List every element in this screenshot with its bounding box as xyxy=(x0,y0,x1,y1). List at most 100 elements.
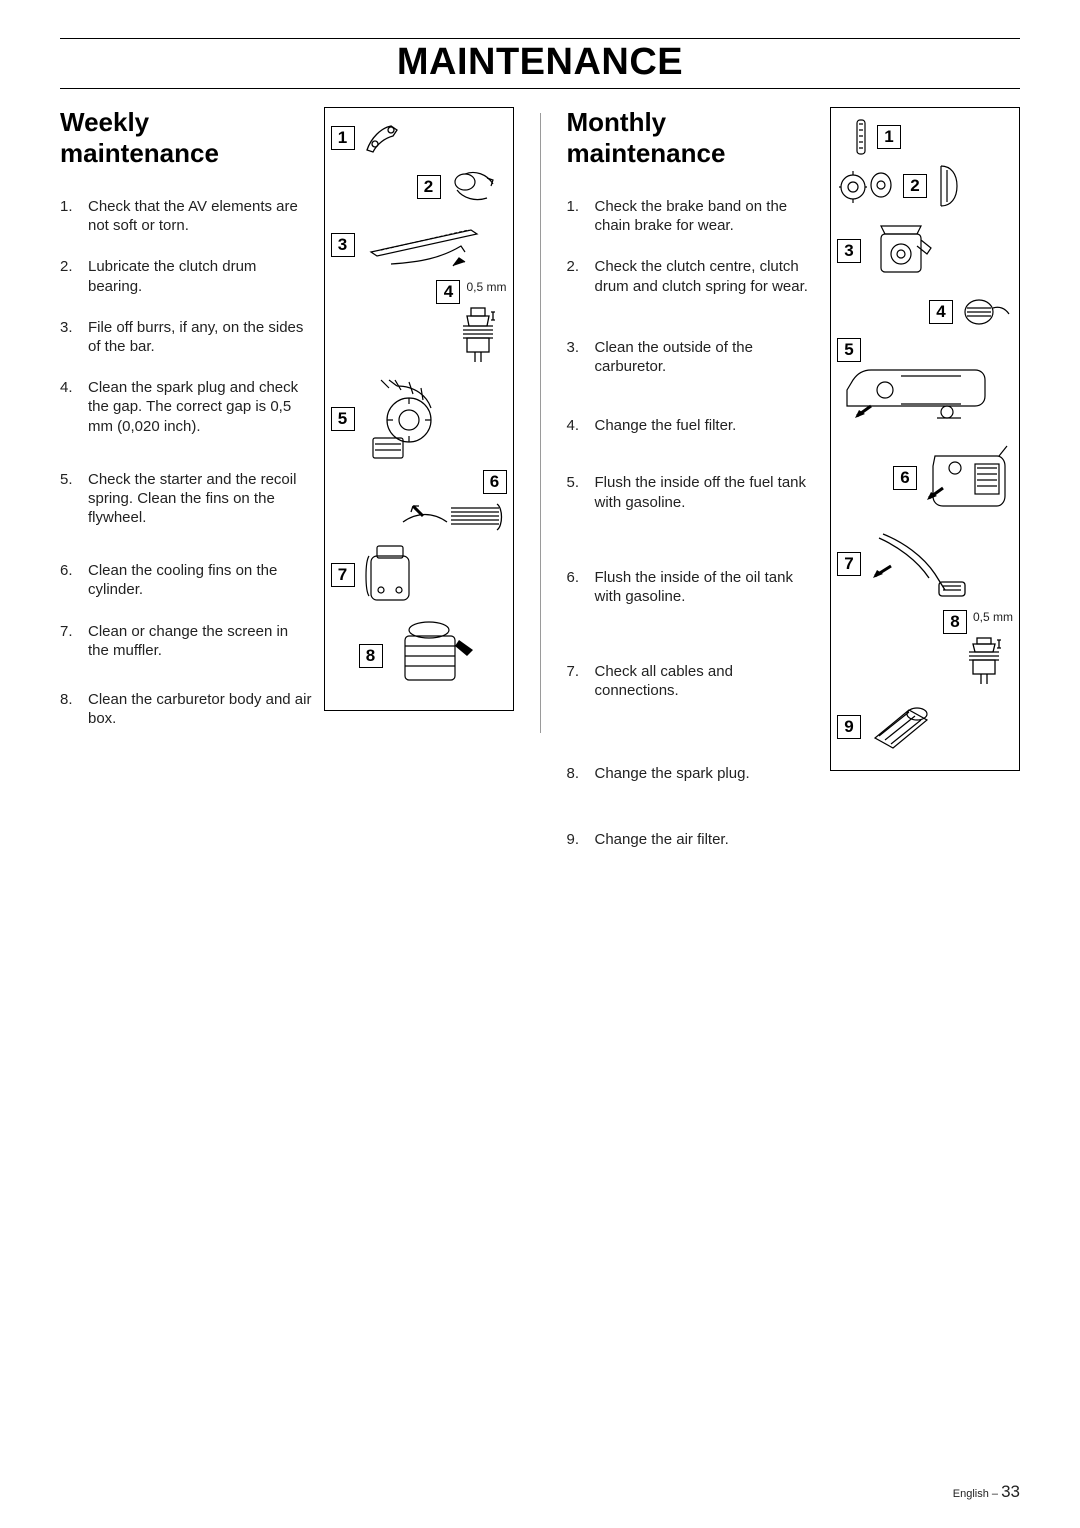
list-item: 8.Clean the carburetor body and air box. xyxy=(60,690,312,728)
figure-item: 2 xyxy=(837,162,1013,210)
figure-number-box: 5 xyxy=(331,407,355,431)
air-filter-icon xyxy=(867,698,937,756)
figure-number-box: 6 xyxy=(893,466,917,490)
figure-number-box: 3 xyxy=(837,239,861,263)
figure-number-box: 6 xyxy=(483,470,507,494)
monthly-column: Monthly maintenance 1.Check the brake ba… xyxy=(567,107,1021,897)
weekly-title: Weekly maintenance xyxy=(60,107,312,169)
list-item: 2.Check the clutch centre, clutch drum a… xyxy=(567,257,819,295)
list-number: 6. xyxy=(567,568,595,606)
list-text: Flush the inside off the fuel tank with … xyxy=(595,473,819,511)
fuel-filter-icon xyxy=(959,292,1013,332)
list-text: Check the brake band on the chain brake … xyxy=(595,197,819,235)
list-text: Clean the spark plug and check the gap. … xyxy=(88,378,312,436)
list-number: 5. xyxy=(567,473,595,511)
brake-band-icon xyxy=(853,118,871,156)
list-item: 2.Lubricate the clutch drum bearing. xyxy=(60,257,312,295)
figure-item xyxy=(837,362,1013,432)
figure-item: 7 xyxy=(331,540,507,610)
list-number: 3. xyxy=(60,318,88,356)
file-bar-icon xyxy=(361,216,491,274)
muffler-screen-icon xyxy=(361,540,421,610)
av-element-icon xyxy=(361,118,411,158)
monthly-text: Monthly maintenance 1.Check the brake ba… xyxy=(567,107,819,897)
list-number: 1. xyxy=(567,197,595,235)
weekly-figure-box: 1 2 xyxy=(324,107,514,711)
list-item: 7.Clean or change the screen in the muff… xyxy=(60,622,312,660)
figure-item: 2 xyxy=(331,164,507,210)
list-text: Change the spark plug. xyxy=(595,764,819,783)
list-item: 3.Clean the outside of the carburetor. xyxy=(567,338,819,376)
list-text: Lubricate the clutch drum bearing. xyxy=(88,257,312,295)
spark-plug-icon xyxy=(955,636,1013,692)
list-item: 1.Check the brake band on the chain brak… xyxy=(567,197,819,235)
page-footer: English – 33 xyxy=(953,1482,1020,1502)
list-item: 1.Check that the AV elements are not sof… xyxy=(60,197,312,235)
figure-number-box: 8 xyxy=(943,610,967,634)
list-text: Clean the outside of the carburetor. xyxy=(595,338,819,376)
figure-item xyxy=(331,306,507,368)
weekly-column: Weekly maintenance 1.Check that the AV e… xyxy=(60,107,514,897)
list-item: 4.Change the fuel filter. xyxy=(567,416,819,435)
list-number: 7. xyxy=(60,622,88,660)
figure-number-box: 4 xyxy=(436,280,460,304)
figure-item xyxy=(837,636,1013,692)
figure-number-box: 2 xyxy=(417,175,441,199)
figure-number-box: 3 xyxy=(331,233,355,257)
list-text: Change the fuel filter. xyxy=(595,416,819,435)
figure-item: 4 xyxy=(837,292,1013,332)
figure-item: 5 xyxy=(331,374,507,464)
starter-flywheel-icon xyxy=(361,374,481,464)
headline-rule-wrap: MAINTENANCE xyxy=(60,38,1020,89)
list-text: Clean the carburetor body and air box. xyxy=(88,690,312,728)
list-text: Check the clutch centre, clutch drum and… xyxy=(595,257,819,295)
list-number: 4. xyxy=(567,416,595,435)
list-number: 8. xyxy=(60,690,88,728)
figure-item: 1 xyxy=(331,118,507,158)
list-text: Flush the inside of the oil tank with ga… xyxy=(595,568,819,606)
fuel-tank-flush-icon xyxy=(837,362,997,432)
oil-tank-flush-icon xyxy=(923,438,1013,518)
figure-number-box: 2 xyxy=(903,174,927,198)
list-item: 6.Clean the cooling fins on the cylinder… xyxy=(60,561,312,599)
gap-label: 0,5 mm xyxy=(466,280,506,294)
figure-item: 3 xyxy=(837,216,1013,286)
weekly-figure-column: 1 2 xyxy=(324,107,514,897)
clutch-centre-icon xyxy=(837,165,897,207)
list-text: Check that the AV elements are not soft … xyxy=(88,197,312,235)
figure-item: 9 xyxy=(837,698,1013,756)
column-separator xyxy=(540,113,541,733)
list-number: 4. xyxy=(60,378,88,436)
gap-label: 0,5 mm xyxy=(973,610,1013,624)
cooling-fins-icon xyxy=(397,494,507,534)
list-text: Change the air filter. xyxy=(595,830,819,849)
weekly-text: Weekly maintenance 1.Check that the AV e… xyxy=(60,107,312,897)
cables-icon xyxy=(867,524,977,604)
figure-number-box: 8 xyxy=(359,644,383,668)
clutch-drum-icon xyxy=(447,164,507,210)
figure-number-box: 4 xyxy=(929,300,953,324)
weekly-list: 1.Check that the AV elements are not sof… xyxy=(60,197,312,728)
figure-item: 6 xyxy=(837,438,1013,518)
footer-lang: English xyxy=(953,1488,989,1500)
list-text: File off burrs, if any, on the sides of … xyxy=(88,318,312,356)
list-text: Clean the cooling fins on the cylinder. xyxy=(88,561,312,599)
figure-item: 8 0,5 mm xyxy=(837,610,1013,634)
columns: Weekly maintenance 1.Check that the AV e… xyxy=(60,107,1020,897)
list-number: 2. xyxy=(567,257,595,295)
figure-item: 5 xyxy=(837,338,1013,362)
list-item: 4.Clean the spark plug and check the gap… xyxy=(60,378,312,436)
footer-sep: – xyxy=(989,1488,1001,1500)
list-item: 5.Flush the inside off the fuel tank wit… xyxy=(567,473,819,511)
figure-item: 1 xyxy=(853,118,1013,156)
page-headline: MAINTENANCE xyxy=(60,39,1020,88)
figure-number-box: 7 xyxy=(331,563,355,587)
footer-page: 33 xyxy=(1001,1482,1020,1501)
figure-number-box: 5 xyxy=(837,338,861,362)
monthly-title: Monthly maintenance xyxy=(567,107,819,169)
figure-number-box: 1 xyxy=(331,126,355,150)
list-text: Check all cables and connections. xyxy=(595,662,819,700)
list-number: 3. xyxy=(567,338,595,376)
list-text: Check the starter and the recoil spring.… xyxy=(88,470,312,528)
list-number: 8. xyxy=(567,764,595,783)
